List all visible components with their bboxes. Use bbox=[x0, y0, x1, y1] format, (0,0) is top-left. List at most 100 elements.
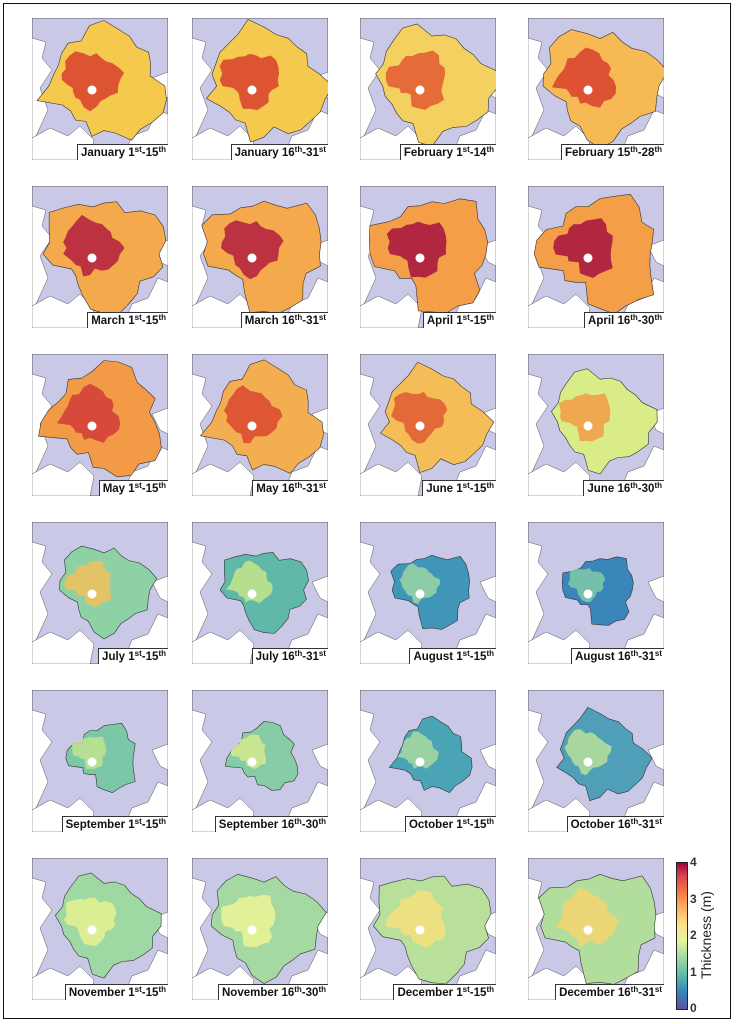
label-dash: - bbox=[469, 315, 474, 327]
label-ss: st bbox=[134, 313, 142, 322]
colorbar-label: Thickness (m) bbox=[698, 891, 714, 979]
label-e: 15 bbox=[473, 651, 487, 663]
label-es: st bbox=[318, 313, 326, 322]
thick-ice-core bbox=[567, 568, 605, 602]
land-mass bbox=[647, 239, 664, 267]
label-ss: st bbox=[134, 817, 142, 826]
period-label: August 1st-15th bbox=[409, 648, 496, 664]
period-label: February 15th-28th bbox=[561, 144, 664, 160]
map-svg bbox=[192, 186, 328, 328]
label-ss: st bbox=[462, 649, 470, 658]
label-ss: th bbox=[294, 313, 303, 322]
label-month: November bbox=[222, 987, 282, 999]
label-s: 1 bbox=[456, 651, 463, 663]
map-svg bbox=[32, 690, 168, 832]
label-dash: - bbox=[637, 315, 642, 327]
period-label: July 1st-15th bbox=[98, 648, 168, 664]
figure-frame bbox=[3, 3, 731, 1019]
pole-hole-marker bbox=[87, 85, 97, 95]
label-dash: - bbox=[302, 147, 307, 159]
thick-ice-core bbox=[556, 887, 619, 947]
label-dash: - bbox=[301, 987, 306, 999]
label-e: 15 bbox=[145, 987, 159, 999]
colorbar-tick: 3 bbox=[690, 891, 697, 906]
land-mass bbox=[151, 407, 168, 435]
label-dash: - bbox=[141, 315, 146, 327]
label-dash: - bbox=[638, 819, 643, 831]
label-month: July bbox=[255, 651, 282, 663]
label-ss: st bbox=[462, 145, 470, 154]
map-svg bbox=[360, 18, 496, 160]
label-s: 16 bbox=[281, 987, 295, 999]
label-dash: - bbox=[469, 819, 474, 831]
pole-hole-marker bbox=[87, 253, 97, 263]
ice-thickness-map-2: January 16th-31st bbox=[192, 18, 328, 160]
ice-thickness-map-21: November 1st-15th bbox=[32, 858, 168, 1000]
label-month: August bbox=[575, 651, 618, 663]
label-ss: st bbox=[462, 313, 470, 322]
pole-hole-marker bbox=[87, 421, 97, 431]
land-mass bbox=[360, 461, 423, 496]
label-month: June bbox=[587, 483, 618, 495]
land-mass bbox=[528, 461, 591, 496]
label-month: March bbox=[91, 315, 129, 327]
label-month: October bbox=[408, 819, 457, 831]
label-dash: - bbox=[141, 483, 146, 495]
label-month: March bbox=[244, 315, 282, 327]
label-s: 16 bbox=[281, 819, 295, 831]
thick-ice-core bbox=[226, 560, 273, 604]
thick-ice-core bbox=[223, 385, 283, 444]
label-ss: st bbox=[462, 817, 470, 826]
label-es: th bbox=[158, 817, 166, 826]
map-svg bbox=[192, 690, 328, 832]
label-dash: - bbox=[302, 651, 307, 663]
ice-thickness-map-3: February 1st-14th bbox=[360, 18, 496, 160]
label-month: October bbox=[570, 819, 618, 831]
land-mass bbox=[192, 629, 255, 664]
pole-hole-marker bbox=[583, 925, 593, 935]
label-ss: th bbox=[630, 817, 639, 826]
label-dash: - bbox=[638, 651, 643, 663]
label-ss: th bbox=[630, 145, 638, 154]
pole-hole-marker bbox=[247, 925, 257, 935]
label-ss: st bbox=[134, 481, 142, 490]
pole-hole-marker bbox=[583, 421, 593, 431]
map-svg bbox=[528, 858, 664, 1000]
colorbar-tick: 2 bbox=[690, 928, 697, 942]
period-label: August 16th-31st bbox=[571, 648, 664, 664]
ice-thickness-map-23: December 1st-15th bbox=[360, 858, 496, 1000]
ice-thickness-map-10: May 16th-31st bbox=[192, 354, 328, 496]
label-e: 15 bbox=[145, 819, 159, 831]
label-ss: th bbox=[630, 313, 638, 322]
land-mass bbox=[360, 293, 423, 328]
map-svg bbox=[32, 18, 168, 160]
period-label: January 16th-31st bbox=[230, 144, 328, 160]
label-e: 31 bbox=[306, 147, 319, 159]
period-label: December 1st-15th bbox=[393, 984, 496, 1000]
label-es: th bbox=[486, 145, 494, 154]
map-svg bbox=[192, 858, 328, 1000]
ice-thickness-map-4: February 15th-28th bbox=[528, 18, 664, 160]
land-mass bbox=[360, 629, 423, 664]
ice-thickness-map-9: May 1st-15th bbox=[32, 354, 168, 496]
label-ss: st bbox=[134, 985, 142, 994]
ice-thickness-map-17: September 1st-15th bbox=[32, 690, 168, 832]
label-dash: - bbox=[141, 987, 146, 999]
label-e: 30 bbox=[305, 819, 319, 831]
label-es: th bbox=[158, 985, 166, 994]
land-mass bbox=[647, 743, 664, 771]
period-label: May 16th-31st bbox=[252, 480, 328, 496]
label-ss: st bbox=[134, 649, 142, 658]
label-e: 15 bbox=[473, 819, 487, 831]
label-s: 16 bbox=[617, 987, 631, 999]
label-ss: st bbox=[462, 985, 470, 994]
thick-ice-core bbox=[553, 218, 613, 278]
label-es: st bbox=[654, 985, 662, 994]
pole-hole-marker bbox=[583, 757, 593, 767]
thick-ice-core bbox=[71, 736, 107, 770]
label-e: 28 bbox=[641, 147, 655, 159]
pole-hole-marker bbox=[247, 253, 257, 263]
thick-ice-core bbox=[56, 383, 121, 443]
label-e: 15 bbox=[145, 483, 159, 495]
ice-thickness-map-19: October 1st-15th bbox=[360, 690, 496, 832]
